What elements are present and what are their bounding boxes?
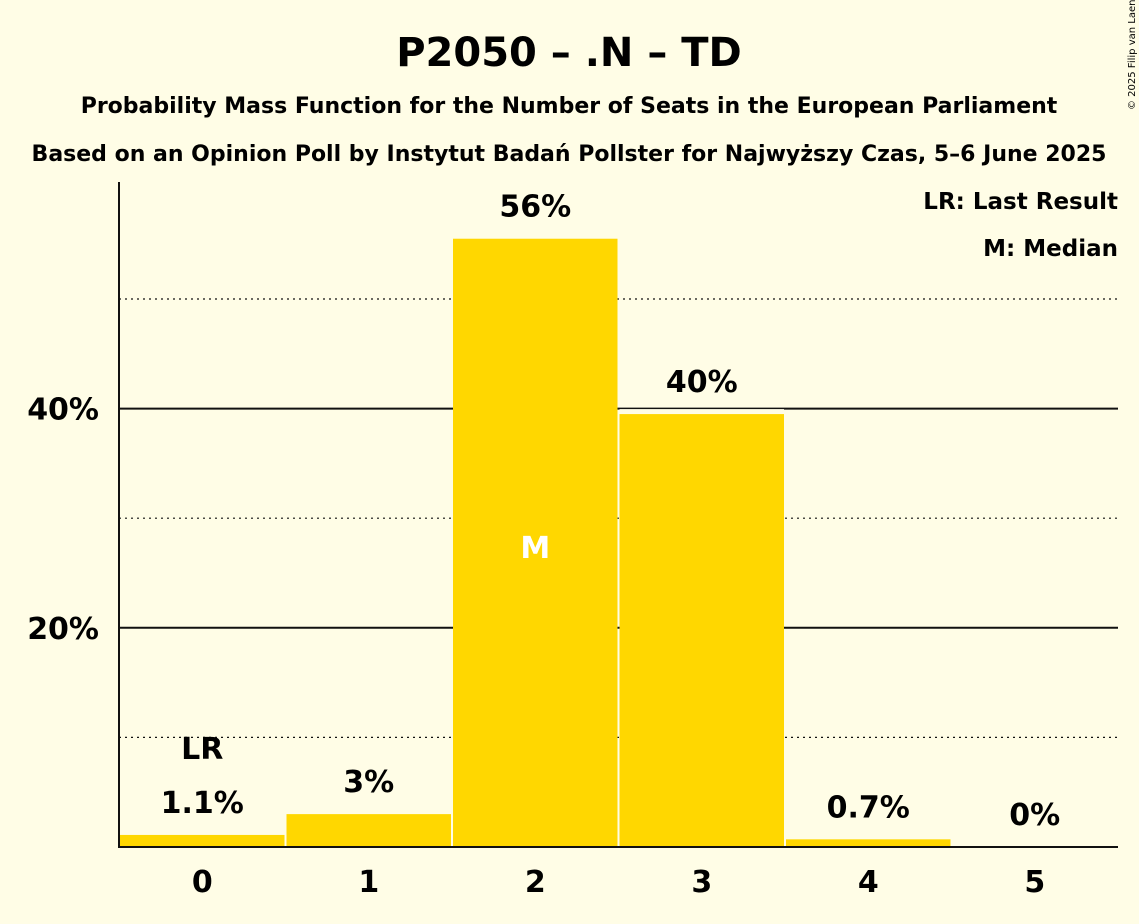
y-tick-label: 20% <box>27 612 99 647</box>
chart-title: P2050 – .N – TD <box>396 30 742 76</box>
legend-last-result: LR: Last Result <box>923 189 1118 215</box>
bar-value-label: 56% <box>499 190 571 225</box>
x-tick-label: 5 <box>1024 865 1045 900</box>
bars <box>120 233 951 851</box>
bar <box>786 839 951 847</box>
bar <box>286 814 451 847</box>
x-tick-label: 3 <box>691 865 712 900</box>
bar-value-label: 1.1% <box>161 786 244 821</box>
bar-value-label: 0% <box>1009 798 1060 833</box>
bar-value-label: 40% <box>666 365 738 400</box>
bar-value-label: 3% <box>343 765 394 800</box>
last-result-marker: LR <box>181 732 223 767</box>
x-tick-label: 0 <box>192 865 213 900</box>
x-tick-label: 4 <box>858 865 879 900</box>
y-tick-label: 40% <box>27 393 99 428</box>
chart-source: Based on an Opinion Poll by Instytut Bad… <box>32 142 1107 167</box>
bar <box>120 834 285 847</box>
bar-value-label: 0.7% <box>827 790 910 825</box>
chart-subtitle: Probability Mass Function for the Number… <box>81 94 1058 119</box>
gridlines <box>119 298 1118 739</box>
bar <box>619 414 784 847</box>
median-marker: M <box>520 531 550 566</box>
bar <box>453 238 618 848</box>
copyright-notice: © 2025 Filip van Laenen <box>1127 0 1138 110</box>
x-tick-label: 1 <box>358 865 379 900</box>
x-tick-label: 2 <box>525 865 546 900</box>
axes <box>118 182 1118 848</box>
legend-median: M: Median <box>983 236 1118 262</box>
